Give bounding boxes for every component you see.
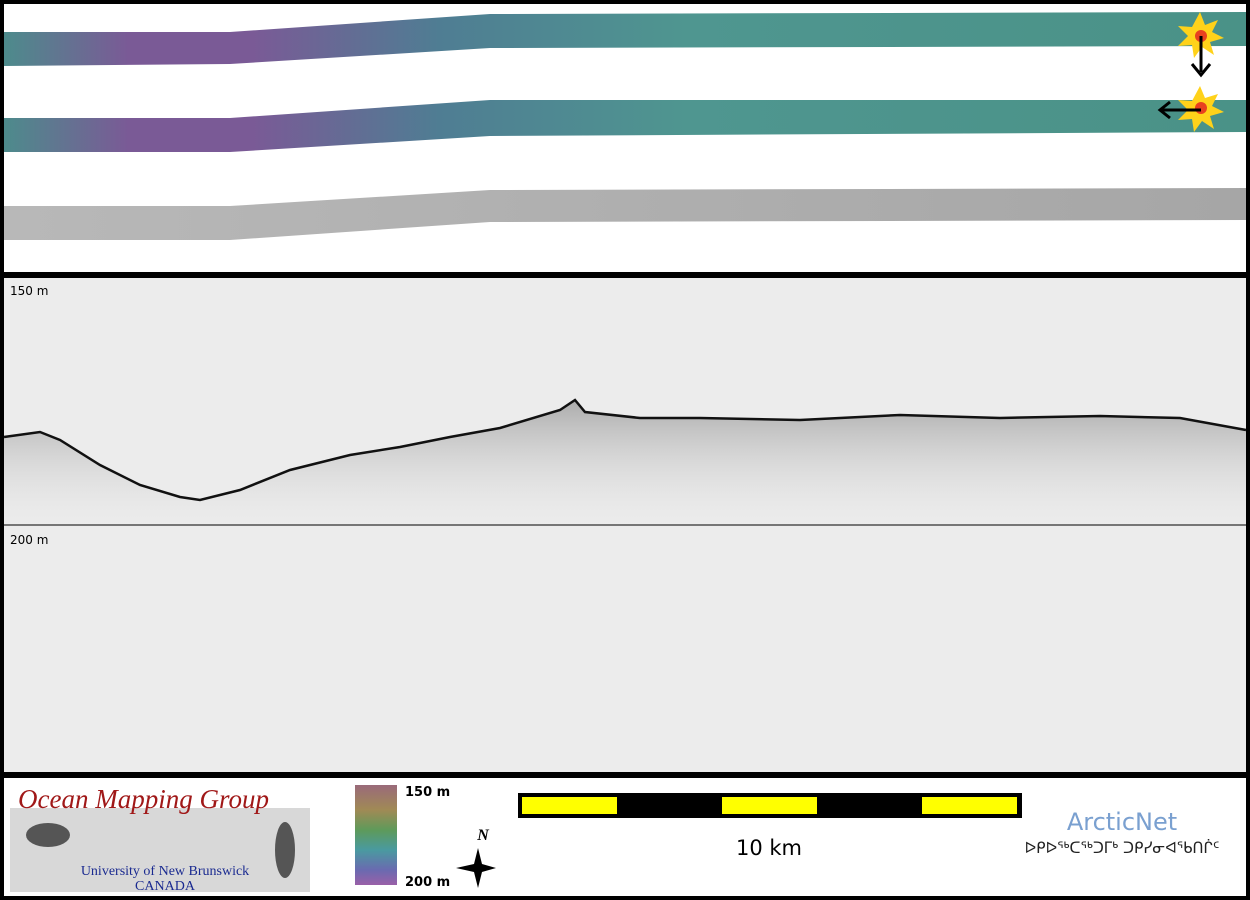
colorbar-label: 200 m bbox=[405, 875, 450, 890]
seabed-trace bbox=[3, 398, 1247, 502]
logo-figure bbox=[26, 823, 70, 847]
compass-label: N bbox=[476, 827, 490, 844]
scale-label: 10 km bbox=[736, 836, 802, 860]
partner-name: ArcticNet bbox=[1067, 808, 1177, 836]
bathymetry-swath bbox=[4, 100, 1246, 152]
depth-colorbar bbox=[355, 785, 397, 885]
position-marker bbox=[1178, 12, 1224, 78]
logo-university: University of New Brunswick bbox=[81, 864, 249, 879]
depth-label: 200 m bbox=[10, 533, 48, 547]
position-marker bbox=[1157, 86, 1224, 132]
logo-country: CANADA bbox=[135, 879, 196, 894]
bathymetry-swath bbox=[4, 12, 1246, 66]
subbottom-haze bbox=[4, 400, 1246, 530]
backscatter-swath bbox=[4, 188, 1246, 240]
logo-figure bbox=[275, 822, 295, 878]
logo-title: Ocean Mapping Group bbox=[18, 784, 269, 814]
scale-bar-segment bbox=[522, 797, 617, 814]
scale-bar-segment bbox=[922, 797, 1017, 814]
colorbar-label: 150 m bbox=[405, 785, 450, 800]
scale-bar-segment bbox=[722, 797, 817, 814]
partner-syllabics: ᐅᑭᐅᖅᑕᖅᑐᒥᒃ ᑐᑭᓯᓂᐊᖃᑎᒌᑦ bbox=[1025, 839, 1220, 857]
compass: N bbox=[456, 827, 496, 888]
depth-label: 150 m bbox=[10, 284, 48, 298]
logo-image bbox=[10, 808, 310, 892]
